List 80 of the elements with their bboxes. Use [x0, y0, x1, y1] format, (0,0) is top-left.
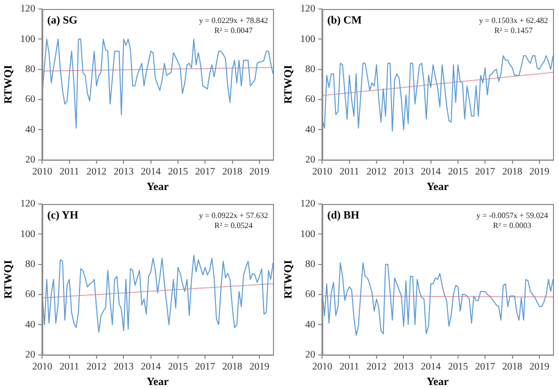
- y-tick-label: 120: [20, 198, 36, 210]
- x-tick-label: 2012: [366, 361, 387, 372]
- x-tick-label: 2019: [249, 166, 270, 178]
- x-tick-label: 2013: [394, 166, 414, 178]
- x-axis-title: Year: [146, 376, 169, 388]
- y-tick-label: 20: [25, 349, 36, 360]
- x-tick-label: 2014: [140, 361, 161, 372]
- x-tick-label: 2011: [60, 361, 80, 372]
- x-tick-label: 2010: [312, 361, 332, 372]
- annotation: y = 0.1503x + 62.482: [478, 16, 548, 26]
- y-tick-label: 20: [305, 349, 316, 360]
- x-tick-label: 2019: [529, 166, 550, 178]
- y-tick-label: 100: [20, 228, 36, 240]
- x-tick-label: 2011: [340, 166, 360, 178]
- x-tick-label: 2017: [195, 166, 216, 178]
- x-tick-label: 2015: [168, 361, 188, 372]
- y-tick-label: 40: [305, 319, 316, 330]
- annotation: R² = 0.0047: [214, 26, 253, 36]
- y-tick-label: 100: [300, 228, 316, 240]
- y-tick-label: 80: [25, 258, 36, 270]
- x-axis-title: Year: [426, 181, 449, 194]
- x-tick-label: 2013: [114, 166, 134, 178]
- x-tick-label: 2015: [448, 166, 468, 178]
- y-tick-label: 100: [20, 34, 36, 45]
- y-axis-title: RTWQI: [282, 65, 294, 104]
- annotation: R² = 0.0003: [493, 221, 532, 230]
- y-tick-label: 60: [305, 94, 316, 106]
- x-tick-label: 2017: [195, 361, 216, 372]
- y-tick-label: 60: [25, 94, 36, 106]
- x-tick-label: 2018: [502, 361, 522, 372]
- x-tick-label: 2018: [222, 166, 242, 178]
- text: (b) CM: [327, 14, 362, 26]
- y-tick-label: 100: [300, 34, 316, 45]
- x-axis-title: Year: [426, 376, 449, 388]
- x-tick-label: 2011: [340, 361, 360, 372]
- text: (c) YH: [47, 209, 79, 222]
- y-tick-label: 120: [300, 198, 316, 210]
- x-axis-title: Year: [146, 181, 169, 194]
- y-tick-label: 80: [25, 64, 36, 75]
- y-tick-label: 40: [305, 124, 316, 136]
- x-tick-label: 2010: [312, 166, 332, 178]
- x-tick-label: 2014: [420, 166, 441, 178]
- text: (d) BH: [327, 209, 360, 222]
- y-axis-title: RTWQI: [2, 65, 14, 104]
- y-tick-label: 60: [25, 289, 36, 300]
- y-tick-label: 120: [300, 4, 316, 15]
- x-tick-label: 2012: [366, 166, 387, 178]
- y-tick-label: 80: [305, 258, 316, 270]
- x-tick-label: 2018: [222, 361, 242, 372]
- x-tick-label: 2018: [502, 166, 522, 178]
- x-tick-label: 2013: [394, 361, 414, 372]
- x-tick-label: 2019: [249, 361, 270, 372]
- y-tick-label: 40: [25, 124, 36, 136]
- annotation: y = 0.0922x + 57.632: [198, 211, 268, 220]
- x-tick-label: 2012: [86, 361, 107, 372]
- text: (a) SG: [47, 14, 78, 26]
- y-axis-title: RTWQI: [2, 260, 14, 299]
- y-tick-label: 40: [25, 319, 36, 330]
- x-tick-label: 2015: [168, 166, 188, 178]
- x-tick-label: 2014: [140, 166, 161, 178]
- x-tick-label: 2019: [529, 361, 550, 372]
- y-axis-title: RTWQI: [282, 260, 294, 299]
- x-tick-label: 2010: [32, 361, 52, 372]
- annotation: y = 0.0229x + 78.842: [198, 16, 268, 26]
- x-tick-label: 2010: [32, 166, 52, 178]
- annotation: y = -0.0057x + 59.024: [476, 211, 548, 220]
- x-tick-label: 2017: [475, 166, 496, 178]
- annotation: R² = 0.1457: [494, 26, 533, 36]
- x-tick-label: 2014: [420, 361, 441, 372]
- y-tick-label: 80: [305, 64, 316, 75]
- x-tick-label: 2013: [114, 361, 134, 372]
- y-tick-label: 120: [20, 4, 36, 15]
- y-tick-label: 20: [305, 154, 316, 166]
- x-tick-label: 2015: [448, 361, 468, 372]
- x-tick-label: 2017: [475, 361, 496, 372]
- x-tick-label: 2011: [60, 166, 80, 178]
- y-tick-label: 20: [25, 154, 36, 166]
- y-tick-label: 60: [305, 289, 316, 300]
- annotation: R² = 0.0524: [214, 221, 253, 230]
- x-tick-label: 2012: [86, 166, 107, 178]
